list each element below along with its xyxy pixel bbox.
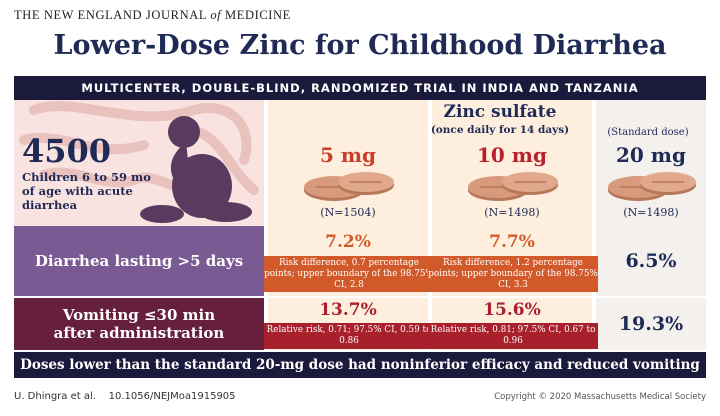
population-count: 4500 [22, 132, 112, 170]
diarrhea-5mg-value: 7.2% [325, 232, 371, 252]
dose-5mg: 5 mg [319, 143, 377, 167]
vomiting-5mg-note: Relative risk, 0.71; 97.5% CI, 0.59 to 0… [264, 323, 434, 349]
n-20mg: (N=1498) [623, 206, 679, 219]
page-title: Lower-Dose Zinc for Childhood Diarrhea [53, 30, 667, 61]
diarrhea-10mg-note: Risk difference, 1.2 percentage points; … [428, 256, 598, 292]
subtitle-banner: MULTICENTER, DOUBLE-BLIND, RANDOMIZED TR… [14, 76, 706, 100]
outcome2-20mg-cell [596, 298, 706, 350]
treatment-schedule: (once daily for 14 days) [430, 124, 570, 136]
outcome-label-vomiting: Vomiting ≤30 min after administration [14, 298, 264, 350]
population-description: Children 6 to 59 mo of age with acute di… [22, 170, 151, 212]
diarrhea-20mg-value: 6.5% [625, 250, 677, 272]
citation-authors: U. Dhingra et al. [14, 391, 96, 402]
pill-icon [608, 172, 696, 201]
vomiting-20mg-value: 19.3% [618, 313, 684, 335]
vomiting-label-line1: Vomiting ≤30 min [62, 306, 216, 324]
vomiting-label-line2: after administration [53, 324, 225, 342]
diarrhea-10mg-value: 7.7% [489, 232, 535, 252]
n-5mg: (N=1504) [320, 206, 376, 219]
citation-doi[interactable]: 10.1056/NEJMoa1915905 [108, 391, 236, 402]
journal-name: THE NEW ENGLAND JOURNAL of MEDICINE [14, 8, 291, 22]
vomiting-5mg-value: 13.7% [319, 300, 377, 320]
vomiting-10mg-note: Relative risk, 0.81; 97.5% CI, 0.67 to 0… [428, 323, 598, 349]
outcome-label-diarrhea: Diarrhea lasting >5 days [14, 226, 264, 296]
baby-head-shape [168, 116, 200, 148]
pill-icon [468, 172, 558, 201]
arm-5mg-panel [268, 100, 428, 226]
dose-20mg: 20 mg [616, 143, 686, 167]
dose-10mg: 10 mg [477, 143, 547, 167]
intestine-baby-illustration [19, 101, 259, 223]
diarrhea-5mg-note: Risk difference, 0.7 percentage points; … [264, 256, 434, 292]
pill-icon [304, 172, 394, 201]
treatment-name: Zinc sulfate [443, 102, 557, 122]
n-10mg: (N=1498) [484, 206, 540, 219]
copyright-notice: Copyright © 2020 Massachusetts Medical S… [494, 392, 706, 402]
vomiting-10mg-value: 15.6% [483, 300, 541, 320]
arm-20mg-panel [596, 100, 706, 226]
arm-10mg-panel [432, 100, 592, 226]
standard-dose-label: (Standard dose) [607, 127, 689, 138]
outcome1-20mg-cell [596, 226, 706, 296]
citation: U. Dhingra et al. 10.1056/NEJMoa1915905 [14, 391, 236, 402]
conclusion-banner: Doses lower than the standard 20-mg dose… [14, 352, 706, 378]
